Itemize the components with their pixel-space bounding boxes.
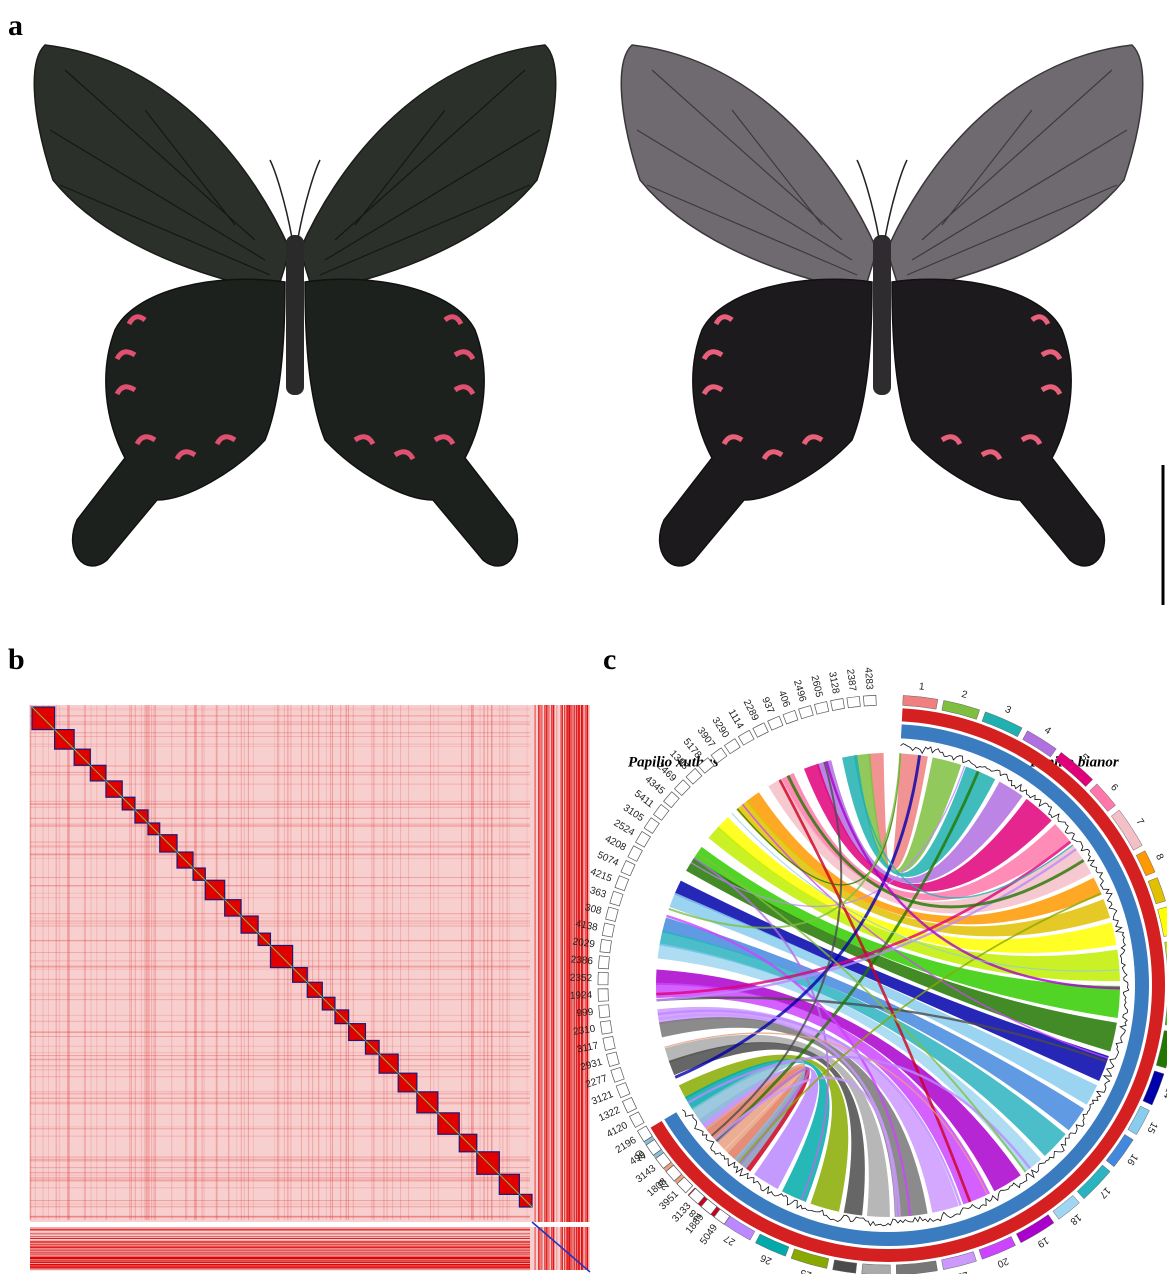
scaffold-label: 5074	[595, 850, 620, 869]
scaffold-label: 2524	[612, 818, 637, 839]
scaffold-label: 3105	[621, 803, 646, 825]
chromosome-segment	[896, 1261, 937, 1274]
panel-label: c	[603, 643, 616, 676]
scaffold-label: 3121	[590, 1089, 615, 1108]
wing	[34, 45, 290, 566]
scaffold-segment	[799, 706, 814, 719]
chromosome-segment	[903, 695, 938, 709]
scaffold-segment	[783, 710, 798, 724]
scaffold-segment	[847, 696, 860, 707]
scaffold-label: 999	[576, 1007, 594, 1020]
scaffold-label: 5049	[698, 1222, 720, 1247]
scaffold-segment	[644, 818, 659, 834]
butterfly-photo	[34, 45, 555, 566]
wing	[621, 45, 877, 566]
scaffold-label: 937	[759, 696, 776, 716]
scaffold-label: 1924	[570, 990, 593, 1002]
scaffold-segment	[753, 723, 768, 737]
body	[873, 235, 891, 395]
scaffold-segment	[615, 876, 629, 891]
scaffold-label: 4208	[603, 834, 628, 854]
gap-band	[30, 1222, 590, 1227]
chromosome-label: 17	[1096, 1185, 1112, 1201]
chromosome-label: 26	[758, 1252, 773, 1267]
scaffold-segment	[600, 1021, 612, 1035]
scaffold-segment	[621, 861, 635, 876]
panel-label: a	[8, 9, 23, 42]
chromosome-label: 1	[918, 681, 925, 693]
body	[286, 235, 304, 395]
scaffold-segment	[598, 956, 609, 969]
chromosome-label: 8	[1153, 852, 1166, 862]
scaffold-segment	[738, 730, 754, 745]
scaffold-segment	[653, 804, 668, 820]
chromosome-label: 6	[1108, 782, 1120, 794]
scaffold-segment	[814, 702, 828, 715]
scaffold-segment	[598, 989, 608, 1002]
panel-label: b	[8, 643, 25, 676]
scaffold-label: 2387	[844, 668, 858, 692]
scaffold-label: 3128	[826, 671, 841, 695]
scaffold-label: 2289	[741, 698, 761, 723]
wing	[300, 45, 556, 566]
chromosome-label: 15	[1144, 1120, 1159, 1135]
chromosome-label: 14	[1160, 1086, 1167, 1101]
chromosome-segment	[833, 1260, 857, 1273]
chromosome-label: 20	[995, 1255, 1010, 1270]
chromosome-label: 3	[1003, 704, 1013, 716]
scaffold-segment	[600, 939, 612, 953]
scaffold-label: 2352	[570, 973, 593, 985]
chromosome-label: 21	[955, 1269, 969, 1274]
scaffold-segment	[598, 972, 608, 985]
chromosome-label: 16	[1124, 1152, 1140, 1168]
scaffold-label: 2605	[808, 674, 824, 699]
chromosome-label: 25	[799, 1267, 813, 1274]
scaffold-segment	[611, 1067, 624, 1082]
figure: a b c Papilio xuthus Papilio bianor	[0, 0, 1167, 1274]
wing	[887, 45, 1143, 566]
chromosome-label: 27	[722, 1232, 738, 1247]
scaffold-segment	[674, 780, 690, 796]
scaffold-segment	[606, 1052, 619, 1066]
scaffold-segment	[602, 923, 614, 937]
scaffold-segment	[724, 739, 740, 754]
scaffold-segment	[599, 1005, 610, 1018]
scaffold-label: 1322	[597, 1105, 622, 1125]
scaffold-label: 2496	[791, 679, 808, 704]
scaffold-label: 4120	[605, 1120, 630, 1140]
scaffold-segment	[686, 768, 702, 784]
chromosome-label: 18	[1067, 1211, 1083, 1227]
scaffold-label: 406	[776, 689, 792, 709]
chromosome-label: 4	[1042, 725, 1053, 738]
page: {"panel_labels": ["a", "b", "c"], "circo…	[0, 0, 1167, 1274]
scaffold-label: 363	[588, 885, 608, 901]
scaffold-segment	[610, 891, 623, 906]
scaffold-label: 2310	[572, 1024, 596, 1038]
scaffold-segment	[616, 1083, 630, 1098]
scaffold-segment	[603, 1036, 615, 1050]
chromosome-segment	[862, 1264, 891, 1274]
scaffold-segment	[831, 699, 845, 711]
chromosome-label: 2	[960, 689, 969, 701]
circos-plot: Papilio xuthus Papilio bianor 1234567891…	[570, 667, 1167, 1274]
scaffold-segment	[863, 695, 876, 706]
hic-heatmap	[30, 705, 590, 1272]
scaffold-label: 2386	[570, 954, 593, 967]
scaffold-segment	[606, 907, 619, 921]
scaffold-label: 4283	[862, 667, 874, 690]
chromosome-label: 19	[1035, 1234, 1051, 1249]
butterfly-photo	[621, 45, 1142, 566]
chromosome-label: 7	[1134, 817, 1146, 828]
scaffold-label: 4215	[589, 866, 614, 884]
scaffold-segment	[629, 1112, 644, 1128]
scaffold-segment	[628, 846, 643, 862]
scaffold-label: 1114	[726, 708, 746, 732]
scaffold-segment	[622, 1097, 636, 1112]
scaffold-segment	[636, 831, 651, 847]
scaffold-segment	[768, 716, 783, 730]
scaffold-segment	[664, 792, 680, 808]
